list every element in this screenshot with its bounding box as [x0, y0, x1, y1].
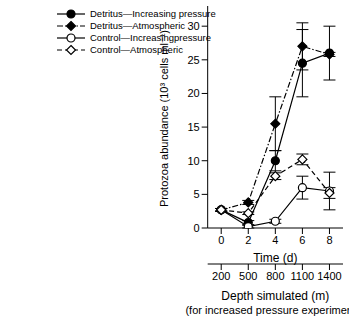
- svg-text:Protozoa abundance (10³ cells: Protozoa abundance (10³ cells ml⁻¹): [158, 30, 170, 207]
- svg-text:0: 0: [218, 234, 224, 246]
- svg-text:4: 4: [272, 234, 278, 246]
- svg-text:15: 15: [187, 121, 199, 133]
- svg-text:5: 5: [194, 188, 200, 200]
- html-text:Detritus—Atmospheric: Detritus—Atmospheric: [90, 20, 185, 31]
- svg-text:25: 25: [187, 54, 199, 66]
- svg-text:500: 500: [239, 270, 257, 282]
- html-text:Control—Increasingpressure: Control—Increasingpressure: [90, 32, 211, 43]
- svg-text:30: 30: [187, 20, 199, 32]
- svg-text:20: 20: [187, 87, 199, 99]
- svg-text:1400: 1400: [317, 270, 341, 282]
- svg-text:800: 800: [266, 270, 284, 282]
- html-text:Control—Atmospheric: Control—Atmospheric: [90, 44, 183, 55]
- svg-text:2: 2: [245, 234, 251, 246]
- html-text:Detritus—Increasing pressure: Detritus—Increasing pressure: [90, 8, 216, 19]
- svg-text:8: 8: [326, 234, 332, 246]
- svg-text:10: 10: [187, 155, 199, 167]
- svg-text:(for increased pressure experi: (for increased pressure experiments): [185, 304, 341, 316]
- svg-text:1100: 1100: [291, 270, 315, 282]
- svg-text:0: 0: [194, 222, 200, 234]
- svg-text:Depth simulated (m): Depth simulated (m): [221, 289, 329, 303]
- svg-text:200: 200: [212, 270, 230, 282]
- svg-text:6: 6: [299, 234, 305, 246]
- svg-text:Time (d): Time (d): [253, 251, 297, 265]
